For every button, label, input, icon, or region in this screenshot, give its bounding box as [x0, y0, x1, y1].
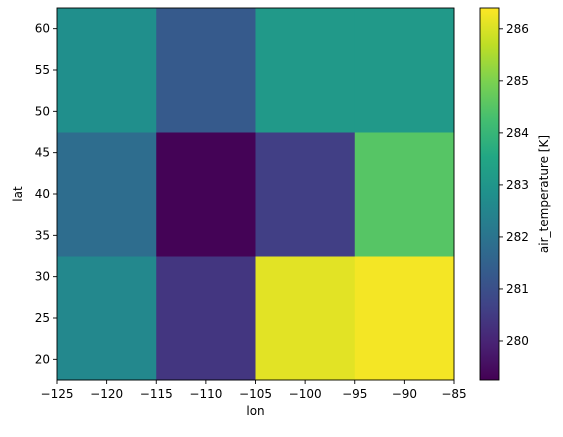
x-tick-label: −100 [289, 387, 322, 401]
y-tick-label: 20 [35, 352, 50, 366]
colorbar-tick-label: 284 [506, 126, 529, 140]
colorbar [479, 7, 500, 381]
y-tick-label: 55 [35, 63, 50, 77]
y-tick-label: 25 [35, 311, 50, 325]
heatmap-cell [255, 132, 356, 257]
colorbar-tick-label: 286 [506, 22, 529, 36]
heatmap-cell [57, 256, 157, 381]
x-tick-label: −115 [140, 387, 173, 401]
colorbar-label: air_temperature [K] [537, 135, 551, 253]
x-tick-label: −85 [441, 387, 466, 401]
heatmap-cell [255, 256, 356, 381]
y-tick-label: 45 [35, 146, 50, 160]
y-tick-label: 30 [35, 270, 50, 284]
x-tick-label: −110 [189, 387, 222, 401]
y-tick-label: 50 [35, 104, 50, 118]
colorbar-tick-label: 283 [506, 178, 529, 192]
x-tick-label: −90 [392, 387, 417, 401]
heatmap-cell [354, 8, 455, 133]
heatmap-cell [156, 132, 256, 257]
heatmap-cells [57, 8, 455, 381]
y-tick-label: 60 [35, 22, 50, 36]
heatmap-cell [255, 8, 356, 133]
y-axis-label: lat [11, 186, 25, 202]
heatmap-cell [57, 132, 157, 257]
colorbar-tick-label: 281 [506, 282, 529, 296]
colorbar-tick-label: 282 [506, 230, 529, 244]
heatmap-cell [57, 8, 157, 133]
heatmap-cell [354, 256, 455, 381]
x-tick-label: −125 [41, 387, 74, 401]
y-tick-label: 40 [35, 187, 50, 201]
heatmap-cell [156, 8, 256, 133]
colorbar-ticks: 280 281 282 283 284 285 286 [499, 22, 529, 348]
heatmap-cell [156, 256, 256, 381]
x-axis-label: lon [246, 404, 264, 418]
y-tick-label: 35 [35, 228, 50, 242]
x-axis: −125 −120 −115 −110 −105 −100 −95 −90 −85 [41, 380, 467, 401]
colorbar-tick-label: 280 [506, 334, 529, 348]
x-tick-label: −95 [342, 387, 367, 401]
colorbar-tick-label: 285 [506, 74, 529, 88]
x-tick-label: −105 [239, 387, 272, 401]
heatmap-cell [354, 132, 455, 257]
y-axis: 20 25 30 35 40 45 50 55 60 [35, 22, 57, 366]
x-tick-label: −120 [90, 387, 123, 401]
